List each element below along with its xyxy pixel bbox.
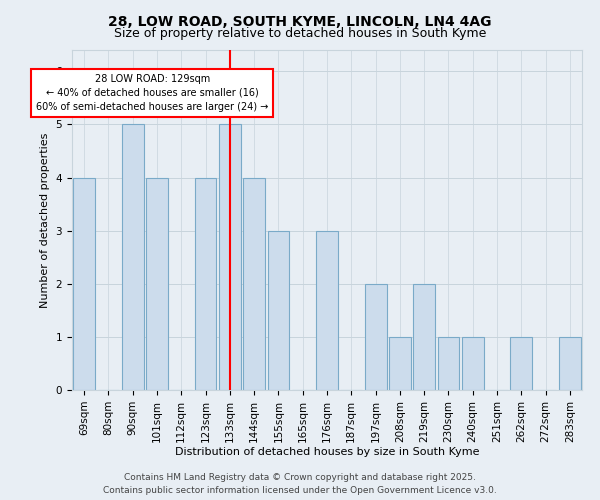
Bar [559,337,581,390]
Bar [365,284,386,390]
Text: 28, LOW ROAD, SOUTH KYME, LINCOLN, LN4 4AG: 28, LOW ROAD, SOUTH KYME, LINCOLN, LN4 4… [108,15,492,29]
Bar [243,178,265,390]
Bar [413,284,435,390]
Bar [268,230,289,390]
Text: Contains HM Land Registry data © Crown copyright and database right 2025.
Contai: Contains HM Land Registry data © Crown c… [103,474,497,495]
Bar [219,124,241,390]
Bar [122,124,143,390]
Bar [316,230,338,390]
Y-axis label: Number of detached properties: Number of detached properties [40,132,50,308]
Bar [437,337,460,390]
Bar [146,178,168,390]
Bar [389,337,411,390]
Text: 28 LOW ROAD: 129sqm
← 40% of detached houses are smaller (16)
60% of semi-detach: 28 LOW ROAD: 129sqm ← 40% of detached ho… [36,74,268,112]
Bar [462,337,484,390]
Bar [194,178,217,390]
X-axis label: Distribution of detached houses by size in South Kyme: Distribution of detached houses by size … [175,448,479,458]
Bar [511,337,532,390]
Text: Size of property relative to detached houses in South Kyme: Size of property relative to detached ho… [114,28,486,40]
Bar [73,178,95,390]
